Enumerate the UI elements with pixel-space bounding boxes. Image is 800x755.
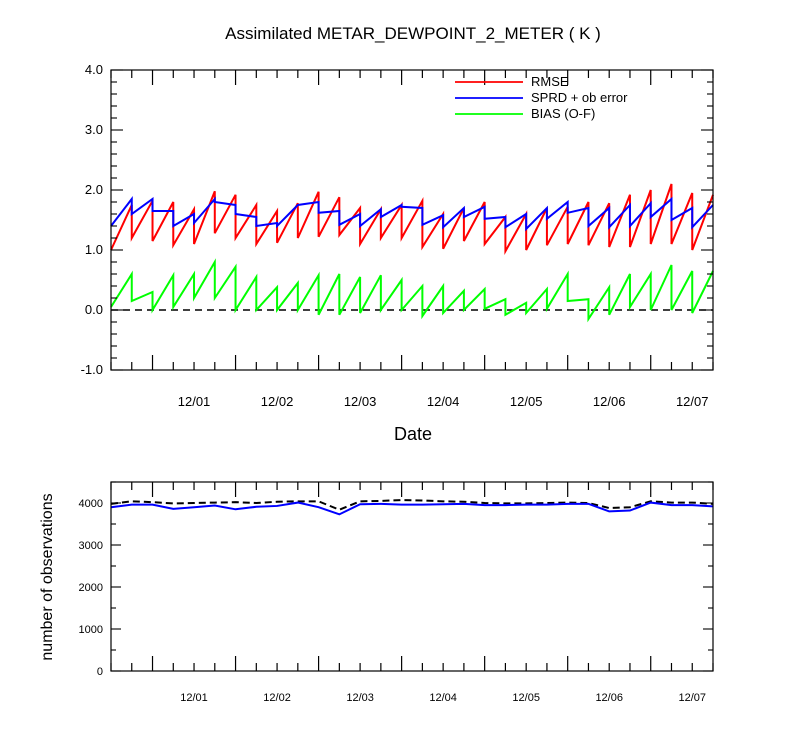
chart-title: Assimilated METAR_DEWPOINT_2_METER ( K ) — [225, 24, 601, 43]
y-tick-label: -1.0 — [81, 362, 103, 377]
y-tick-label: 2.0 — [85, 182, 103, 197]
x-tick-label: 12/01 — [178, 394, 211, 409]
plot-frame — [110, 69, 714, 371]
x-tick-label: 12/03 — [346, 692, 374, 704]
x-tick-label: 12/03 — [344, 394, 377, 409]
y-tick-label: 3.0 — [85, 122, 103, 137]
x-tick-label: 12/07 — [678, 692, 706, 704]
series-line-rmse — [110, 183, 714, 256]
plot-frame — [110, 481, 714, 672]
top-plot: 12/01 12/02 12/03 12/04 12/05 12/06 12/07 -1.0 0… — [81, 62, 714, 409]
x-tick-label: 12/04 — [429, 692, 457, 704]
x-tick-label: 12/04 — [427, 394, 460, 409]
x-ticks — [110, 482, 714, 671]
series-line-obs-1 — [110, 501, 714, 516]
y-tick-label: 0 — [97, 666, 103, 678]
bottom-plot: 12/01 12/02 12/03 12/04 12/05 12/06 12/07 0 1000… — [79, 481, 714, 704]
y-tick-label: 2000 — [79, 582, 103, 594]
x-tick-label: 12/02 — [263, 692, 291, 704]
y-tick-label: 4.0 — [85, 62, 103, 77]
series-line-obs-0 — [110, 499, 714, 511]
y-tick-label: 3000 — [79, 540, 103, 552]
x-tick-label: 12/07 — [676, 394, 709, 409]
legend-entry: SPRD + ob error — [531, 90, 628, 105]
x-tick-label: 12/05 — [512, 692, 540, 704]
x-tick-label: 12/05 — [510, 394, 543, 409]
legend-entry: BIAS (O-F) — [531, 106, 595, 121]
x-tick-label: 12/02 — [261, 394, 294, 409]
top-x-axis-label: Date — [394, 424, 432, 444]
series-line-bias-o-f — [110, 258, 714, 323]
bottom-y-axis-label: number of observations — [39, 493, 56, 660]
x-tick-label: 12/01 — [180, 692, 208, 704]
y-tick-label: 1000 — [79, 624, 103, 636]
y-tick-label: 4000 — [79, 498, 103, 510]
series-line-sprd-ob-error — [110, 196, 714, 232]
y-tick-label: 1.0 — [85, 242, 103, 257]
y-tick-label: 0.0 — [85, 302, 103, 317]
x-tick-label: 12/06 — [595, 692, 623, 704]
x-tick-label: 12/06 — [593, 394, 626, 409]
x-ticks — [110, 70, 714, 370]
legend-entry: RMSE — [531, 74, 569, 89]
